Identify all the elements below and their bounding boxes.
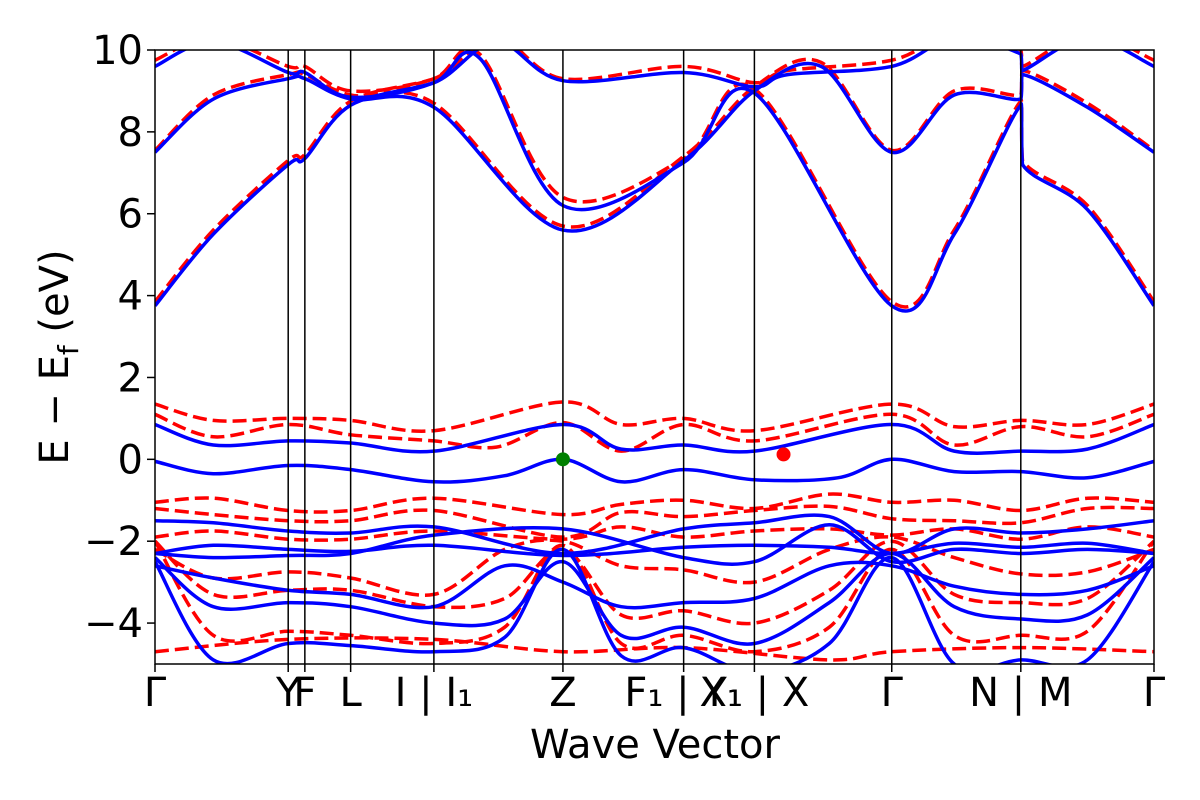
y-tick-label: −4 xyxy=(84,601,143,647)
x-tick-label: F₁ | Y₁ xyxy=(624,670,742,716)
dashed-band-line-6 xyxy=(155,539,1154,626)
dashed-band-line-5 xyxy=(155,535,1154,597)
y-tick-label: 8 xyxy=(118,110,143,156)
x-tick-label: Γ xyxy=(881,670,904,716)
y-tick-label: 10 xyxy=(92,28,143,74)
kpoint-vertical-lines xyxy=(287,50,1022,664)
y-tick-label: −2 xyxy=(84,519,143,565)
y-tick-label: 4 xyxy=(118,274,143,320)
x-tick-label: L xyxy=(339,670,362,716)
x-tick-label: Γ xyxy=(144,670,167,716)
bands-layer xyxy=(155,50,1154,664)
x-tick-label: N | M xyxy=(969,670,1072,716)
x-tick-label: Y xyxy=(275,670,301,716)
dashed-band-line-3 xyxy=(155,504,1154,539)
y-tick-label: 6 xyxy=(118,192,143,238)
x-tick-label: Z xyxy=(549,670,576,716)
solid-band-line-3 xyxy=(155,541,1154,558)
x-tick-label: X₁ | X xyxy=(700,670,810,716)
y-axis-ticks: −4 −2 0 2 4 6 8 10 xyxy=(84,28,155,647)
x-axis-label: Wave Vector xyxy=(530,722,781,768)
x-tick-label: F xyxy=(293,670,316,716)
y-tick-label: 0 xyxy=(118,437,143,483)
plot-frame xyxy=(154,49,1155,665)
y-tick-label: 2 xyxy=(118,355,143,401)
x-tick-label: Γ xyxy=(1143,670,1166,716)
dashed-band-line-4 xyxy=(155,525,1154,542)
marker-point-0 xyxy=(555,452,570,467)
solid-band-line-1 xyxy=(155,422,1154,455)
x-tick-label: I | I₁ xyxy=(395,670,474,716)
solid-band-line-6 xyxy=(155,551,1154,646)
solid-band-line-0 xyxy=(155,457,1154,484)
solid-band-line-2 xyxy=(155,513,1154,556)
solid-band-line-7 xyxy=(155,547,1154,664)
y-axis-label: E − Ef (eV) xyxy=(32,249,85,464)
solid-band-line-5 xyxy=(155,560,1154,610)
markers-layer xyxy=(555,447,791,467)
dashed-band-line-7 xyxy=(155,540,1154,654)
dashed-band-line-0 xyxy=(155,400,1154,433)
marker-point-1 xyxy=(776,447,791,462)
solid-band-line-4 xyxy=(155,523,1154,566)
